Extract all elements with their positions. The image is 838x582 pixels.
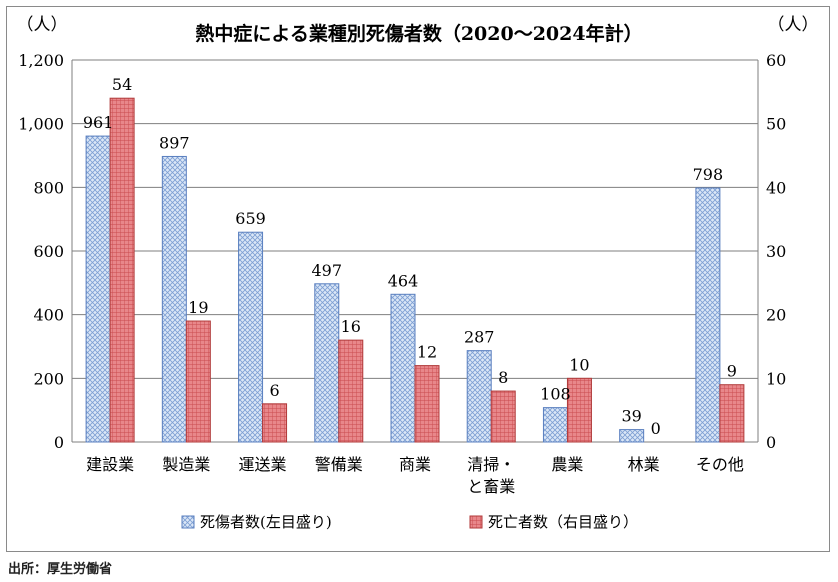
left-tick-label: 1,000: [18, 115, 64, 134]
category-label: 清掃・: [467, 455, 515, 474]
category-label: その他: [696, 455, 744, 474]
right-tick-label: 20: [766, 306, 786, 325]
category-label: 林業: [628, 455, 660, 474]
bar-casualties: [390, 293, 416, 443]
bar-casualties: [619, 429, 645, 443]
bar-casualties: [695, 187, 721, 443]
bar-casualties: [85, 135, 111, 443]
data-label-deaths: 12: [417, 343, 437, 362]
data-label-deaths: 19: [188, 298, 208, 317]
data-label-deaths: 0: [651, 419, 661, 438]
category-label: 製造業: [162, 455, 210, 474]
data-label-casualties: 464: [388, 271, 419, 290]
left-tick-label: 400: [33, 306, 64, 325]
left-tick-label: 1,200: [18, 51, 64, 70]
data-label-deaths: 9: [727, 362, 737, 381]
data-label-deaths: 10: [569, 355, 589, 374]
data-label-casualties: 798: [693, 165, 724, 184]
category-label: 建設業: [86, 455, 134, 474]
bar-deaths: [262, 403, 288, 443]
data-label-casualties: 961: [83, 113, 114, 132]
right-tick-label: 10: [766, 369, 786, 388]
bar-casualties: [238, 231, 264, 443]
legend-swatch: [469, 515, 483, 529]
category-label: 警備業: [315, 455, 363, 474]
data-label-casualties: 497: [312, 261, 343, 280]
data-label-casualties: 659: [235, 209, 266, 228]
right-tick-label: 50: [766, 115, 786, 134]
bar-deaths: [185, 320, 211, 443]
chart-frame: [6, 6, 830, 552]
data-label-casualties: 287: [464, 328, 495, 347]
bar-deaths: [414, 365, 440, 443]
data-label-deaths: 6: [269, 381, 279, 400]
bar-deaths: [719, 384, 745, 443]
left-tick-label: 200: [33, 369, 64, 388]
bar-casualties: [466, 350, 492, 443]
bar-deaths: [338, 339, 364, 443]
data-label-casualties: 897: [159, 133, 190, 152]
data-label-casualties: 108: [540, 385, 571, 404]
left-tick-label: 0: [54, 433, 64, 452]
left-tick-label: 800: [33, 178, 64, 197]
bar-casualties: [161, 155, 187, 443]
category-label: 商業: [399, 455, 431, 474]
right-tick-label: 0: [766, 433, 776, 452]
data-label-deaths: 16: [341, 317, 361, 336]
bar-deaths: [490, 390, 516, 443]
data-label-casualties: 39: [621, 407, 641, 426]
chart-title: 熱中症による業種別死傷者数（2020～2024年計）: [195, 22, 642, 45]
legend-label: 死傷者数(左目盛り): [200, 513, 332, 531]
bar-deaths: [566, 377, 592, 443]
right-tick-label: 60: [766, 51, 786, 70]
data-label-deaths: 54: [112, 75, 132, 94]
category-label: 運送業: [239, 455, 287, 474]
left-tick-label: 600: [33, 242, 64, 261]
bar-casualties: [542, 407, 568, 443]
bar-deaths: [109, 97, 135, 443]
right-axis-unit: （人）: [768, 15, 819, 35]
bar-casualties: [314, 283, 340, 443]
data-label-deaths: 8: [498, 368, 508, 387]
legend-label: 死亡者数（右目盛り）: [488, 513, 638, 531]
right-tick-label: 30: [766, 242, 786, 261]
category-label: 農業: [551, 455, 583, 474]
category-label: と畜業: [467, 477, 515, 496]
legend-swatch: [181, 515, 195, 529]
right-tick-label: 40: [766, 178, 786, 197]
left-axis-unit: （人）: [17, 15, 68, 35]
source-note: 出所：厚生労働省: [8, 562, 113, 577]
